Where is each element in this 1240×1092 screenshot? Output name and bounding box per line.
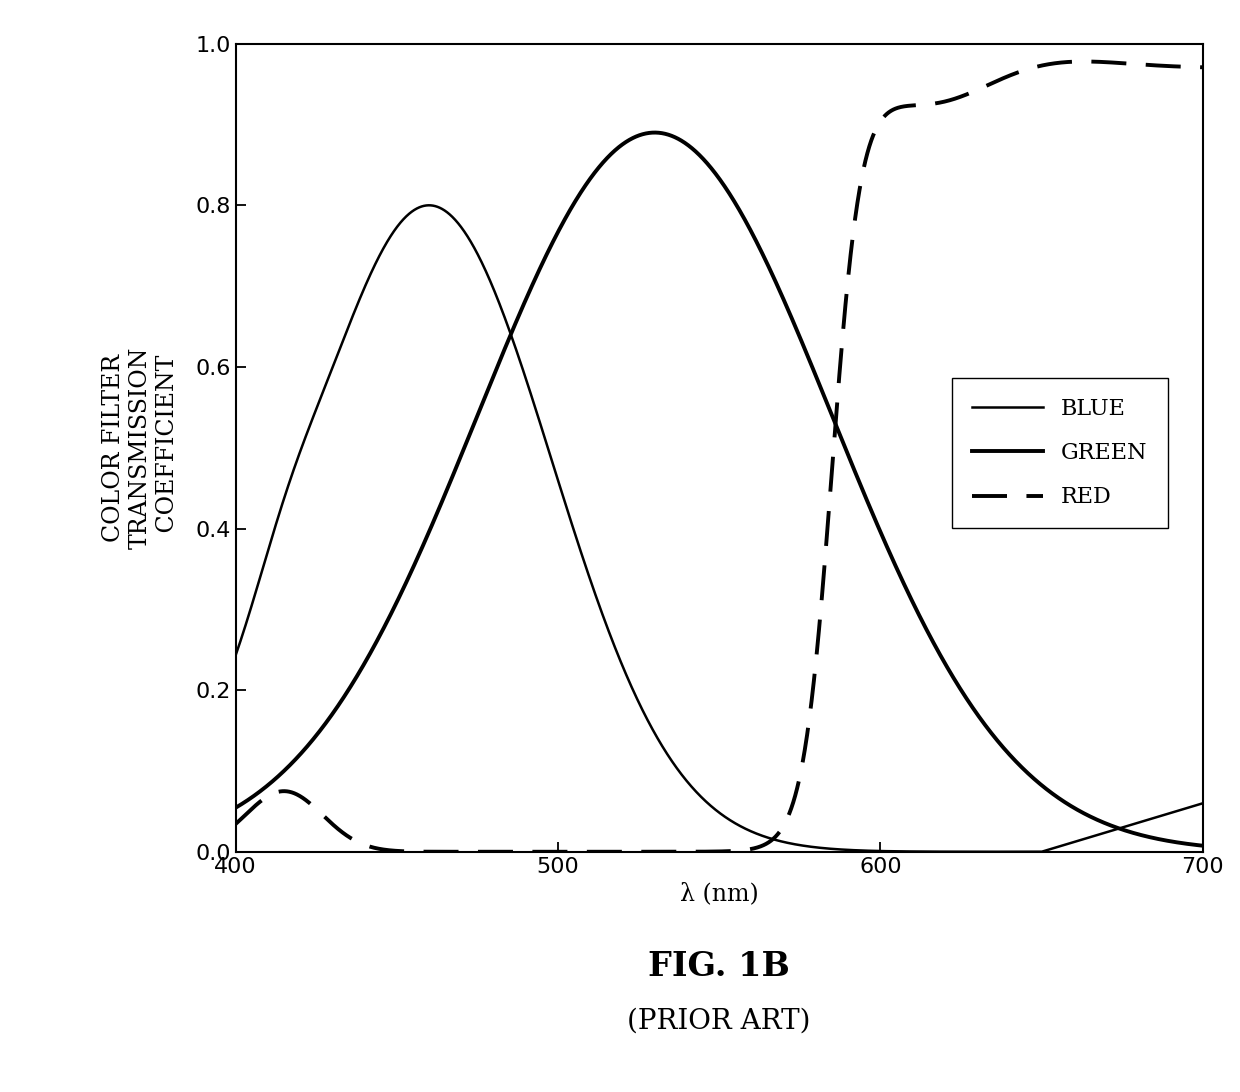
RED — [599, 845, 614, 858]
BLUE — [228, 649, 243, 662]
BLUE — [339, 327, 353, 340]
RED — [1073, 55, 1087, 68]
RED — [1195, 61, 1210, 74]
Legend: BLUE, GREEN, RED: BLUE, GREEN, RED — [952, 378, 1168, 529]
GREEN — [339, 687, 353, 700]
Text: FIG. 1B: FIG. 1B — [649, 950, 790, 983]
RED — [228, 818, 243, 831]
RED — [396, 845, 410, 858]
GREEN — [228, 802, 243, 815]
BLUE — [599, 619, 614, 632]
BLUE — [396, 213, 410, 226]
BLUE — [1177, 803, 1192, 816]
Text: (PRIOR ART): (PRIOR ART) — [627, 1008, 811, 1034]
GREEN — [1177, 836, 1192, 850]
Line: GREEN: GREEN — [236, 132, 1203, 845]
GREEN — [396, 582, 410, 595]
Line: RED: RED — [236, 61, 1203, 852]
BLUE — [641, 715, 656, 728]
Y-axis label: COLOR FILTER
TRANSMISSION
 COEFFICIENT: COLOR FILTER TRANSMISSION COEFFICIENT — [103, 346, 179, 549]
BLUE — [1034, 845, 1049, 858]
RED — [339, 829, 353, 842]
GREEN — [1195, 839, 1210, 852]
GREEN — [599, 152, 614, 165]
RED — [517, 845, 532, 858]
BLUE — [422, 199, 436, 212]
Line: BLUE: BLUE — [236, 205, 1203, 852]
RED — [641, 845, 656, 858]
GREEN — [641, 127, 656, 140]
RED — [1177, 60, 1192, 73]
GREEN — [1073, 805, 1087, 818]
BLUE — [1195, 797, 1210, 810]
X-axis label: λ (nm): λ (nm) — [680, 882, 759, 905]
RED — [1076, 55, 1091, 68]
GREEN — [647, 126, 662, 139]
BLUE — [1073, 833, 1087, 846]
